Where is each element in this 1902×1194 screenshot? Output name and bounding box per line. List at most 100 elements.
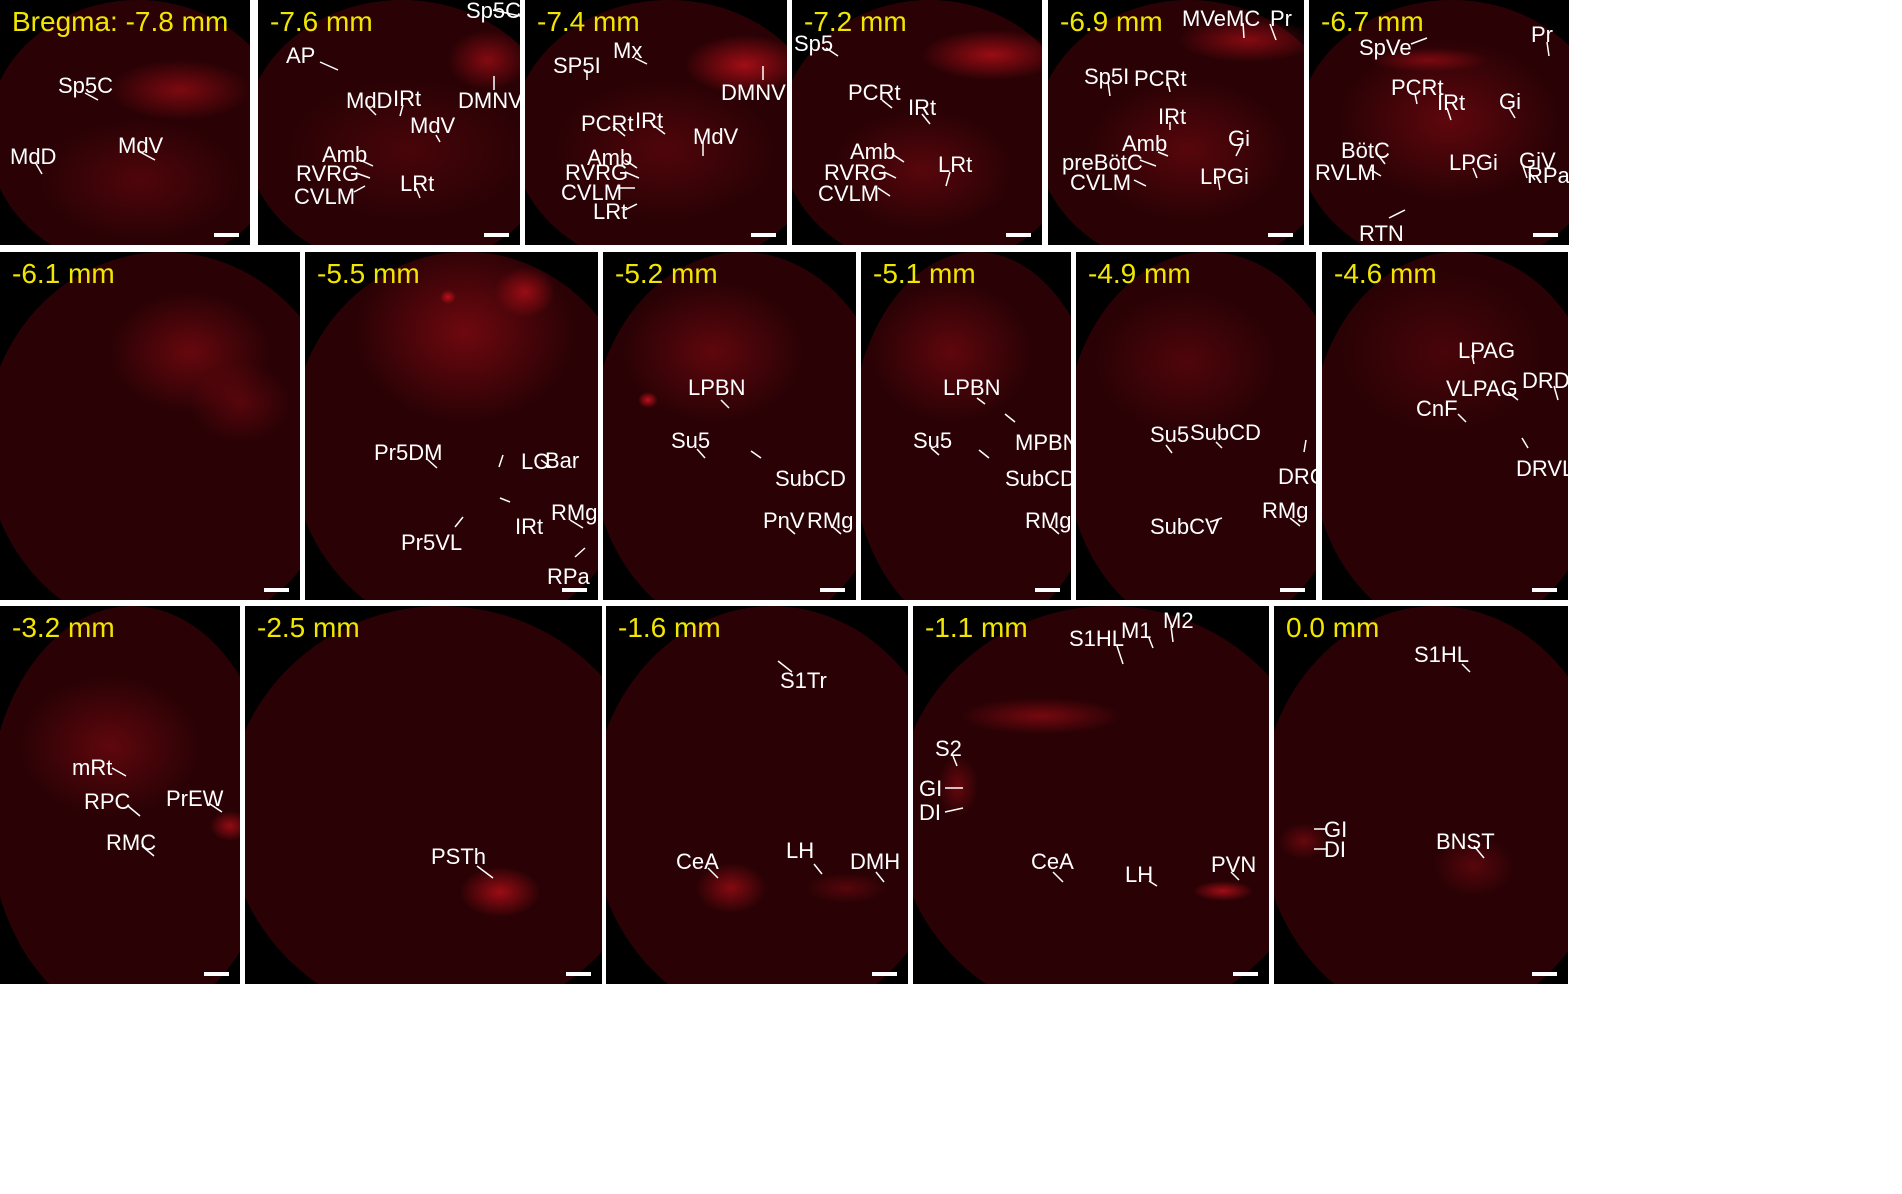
- bregma-level-title: -1.1 mm: [925, 612, 1028, 643]
- scale-bar: [264, 588, 289, 592]
- region-label: IRt: [1158, 104, 1187, 129]
- region-label: RMg: [1262, 498, 1309, 523]
- tissue-section-image: [258, 0, 520, 245]
- labeled-signal: [685, 35, 787, 95]
- region-label: LPGi: [1449, 150, 1498, 175]
- region-label: MdD: [10, 144, 57, 169]
- region-label: Mx: [613, 38, 643, 63]
- labeled-signal: [806, 873, 886, 903]
- bregma-level-title: -2.5 mm: [257, 612, 360, 643]
- brain-section-panel: -5.5 mm Pr5DM LC Bar IRt RMg Pr5VL RPa: [305, 252, 598, 600]
- region-label: AP: [286, 43, 316, 68]
- scale-bar: [872, 972, 897, 976]
- region-label: MdD: [346, 88, 393, 113]
- region-label: PnV: [763, 508, 805, 533]
- labeled-signal: [20, 676, 200, 816]
- region-label: LH: [1125, 862, 1154, 887]
- labeled-signal: [1342, 272, 1542, 432]
- region-label: RMg: [551, 500, 598, 525]
- region-label: DRVL: [1516, 456, 1568, 481]
- bregma-level-title: -6.1 mm: [12, 258, 115, 289]
- region-label: Sp5: [794, 31, 834, 56]
- labeled-signal: [1434, 836, 1514, 896]
- region-label: mRt: [72, 755, 113, 780]
- bregma-level-title: -6.7 mm: [1321, 6, 1424, 37]
- tissue-section-image: [245, 606, 602, 984]
- region-label: DI: [919, 800, 941, 825]
- region-label: Su5: [1150, 422, 1190, 447]
- region-label: LRt: [400, 171, 435, 196]
- bregma-level-title: -4.6 mm: [1334, 258, 1437, 289]
- scale-bar: [1280, 588, 1305, 592]
- region-label: Amb: [850, 139, 896, 164]
- region-label: DMNV: [721, 80, 786, 105]
- region-label: RVRG: [824, 160, 888, 185]
- bregma-level-title: -1.6 mm: [618, 612, 721, 643]
- tissue-section-image: [1322, 252, 1568, 600]
- region-label: Sp5C: [466, 0, 520, 23]
- labeled-signal: [440, 290, 456, 304]
- region-label: IRt: [393, 86, 422, 111]
- region-label: LRt: [593, 199, 628, 224]
- tissue-section-image: [525, 0, 787, 245]
- region-label: PrEW: [166, 786, 224, 811]
- tissue-section-image: [792, 0, 1042, 245]
- region-label: RPC: [84, 789, 131, 814]
- region-label: Pr: [1531, 22, 1553, 47]
- brain-section-panel: -5.2 mm LPBN Su5 SubCD PnV RMg: [603, 252, 856, 600]
- region-label: MVeMC: [1182, 6, 1261, 31]
- tissue-section-image: [0, 0, 250, 245]
- tissue-section-image: [603, 252, 856, 600]
- region-label: DI: [1324, 837, 1346, 862]
- labeled-signal: [1369, 48, 1489, 72]
- scale-bar: [1035, 588, 1060, 592]
- scale-bar: [1268, 233, 1293, 237]
- brain-section-panel: -7.2 mm Sp5 PCRt IRt Amb RVRG LRt CVLM: [792, 0, 1042, 245]
- region-label: PCRt: [1134, 66, 1187, 91]
- labeled-signal: [1279, 823, 1329, 859]
- bregma-level-title: 0.0 mm: [1286, 612, 1380, 643]
- region-label: RVRG: [565, 160, 629, 185]
- labeled-signal: [1096, 292, 1276, 432]
- region-label: M2: [1163, 608, 1194, 633]
- brain-section-panel: -3.2 mm mRt RPC PrEW RMC: [0, 606, 240, 984]
- scale-bar: [1233, 972, 1258, 976]
- labeled-signal: [961, 698, 1121, 734]
- region-label: IRt: [908, 95, 937, 120]
- region-label: MPBN: [1015, 430, 1071, 455]
- region-label: PVN: [1211, 852, 1257, 877]
- scale-bar: [1533, 233, 1558, 237]
- region-label: LH: [786, 838, 815, 863]
- labeled-signal: [832, 110, 1012, 230]
- bregma-level-title: -6.9 mm: [1060, 6, 1163, 37]
- region-label: SubCD: [775, 466, 846, 491]
- region-label: CVLM: [818, 181, 880, 206]
- labeled-signal: [190, 362, 290, 442]
- region-label: MdV: [693, 124, 739, 149]
- region-label: BNST: [1436, 829, 1495, 854]
- bregma-level-title: -5.5 mm: [317, 258, 420, 289]
- tissue-section-image: [0, 606, 240, 984]
- scale-bar: [566, 972, 591, 976]
- region-label: S2: [935, 736, 962, 761]
- region-label: LC: [521, 449, 550, 474]
- bregma-level-title: -7.6 mm: [270, 6, 373, 37]
- region-label: RPa: [547, 564, 590, 589]
- bregma-level-title: -7.4 mm: [537, 6, 640, 37]
- region-label: LPAG: [1458, 338, 1516, 363]
- tissue-outline: [606, 606, 908, 984]
- region-label: CVLM: [1070, 170, 1132, 195]
- region-label: LRt: [938, 152, 973, 177]
- scale-bar: [1006, 233, 1031, 237]
- region-label: RMg: [807, 508, 854, 533]
- brain-section-panel: -1.6 mm S1Tr LH DMH CeA: [606, 606, 908, 984]
- region-label: Gi: [1228, 126, 1250, 151]
- region-label: BötC: [1341, 138, 1390, 163]
- labeled-signal: [110, 60, 250, 120]
- region-label: PCRt: [1391, 75, 1444, 100]
- scale-bar: [562, 588, 587, 592]
- region-label: RMC: [106, 830, 157, 855]
- tissue-section-image: [0, 252, 300, 600]
